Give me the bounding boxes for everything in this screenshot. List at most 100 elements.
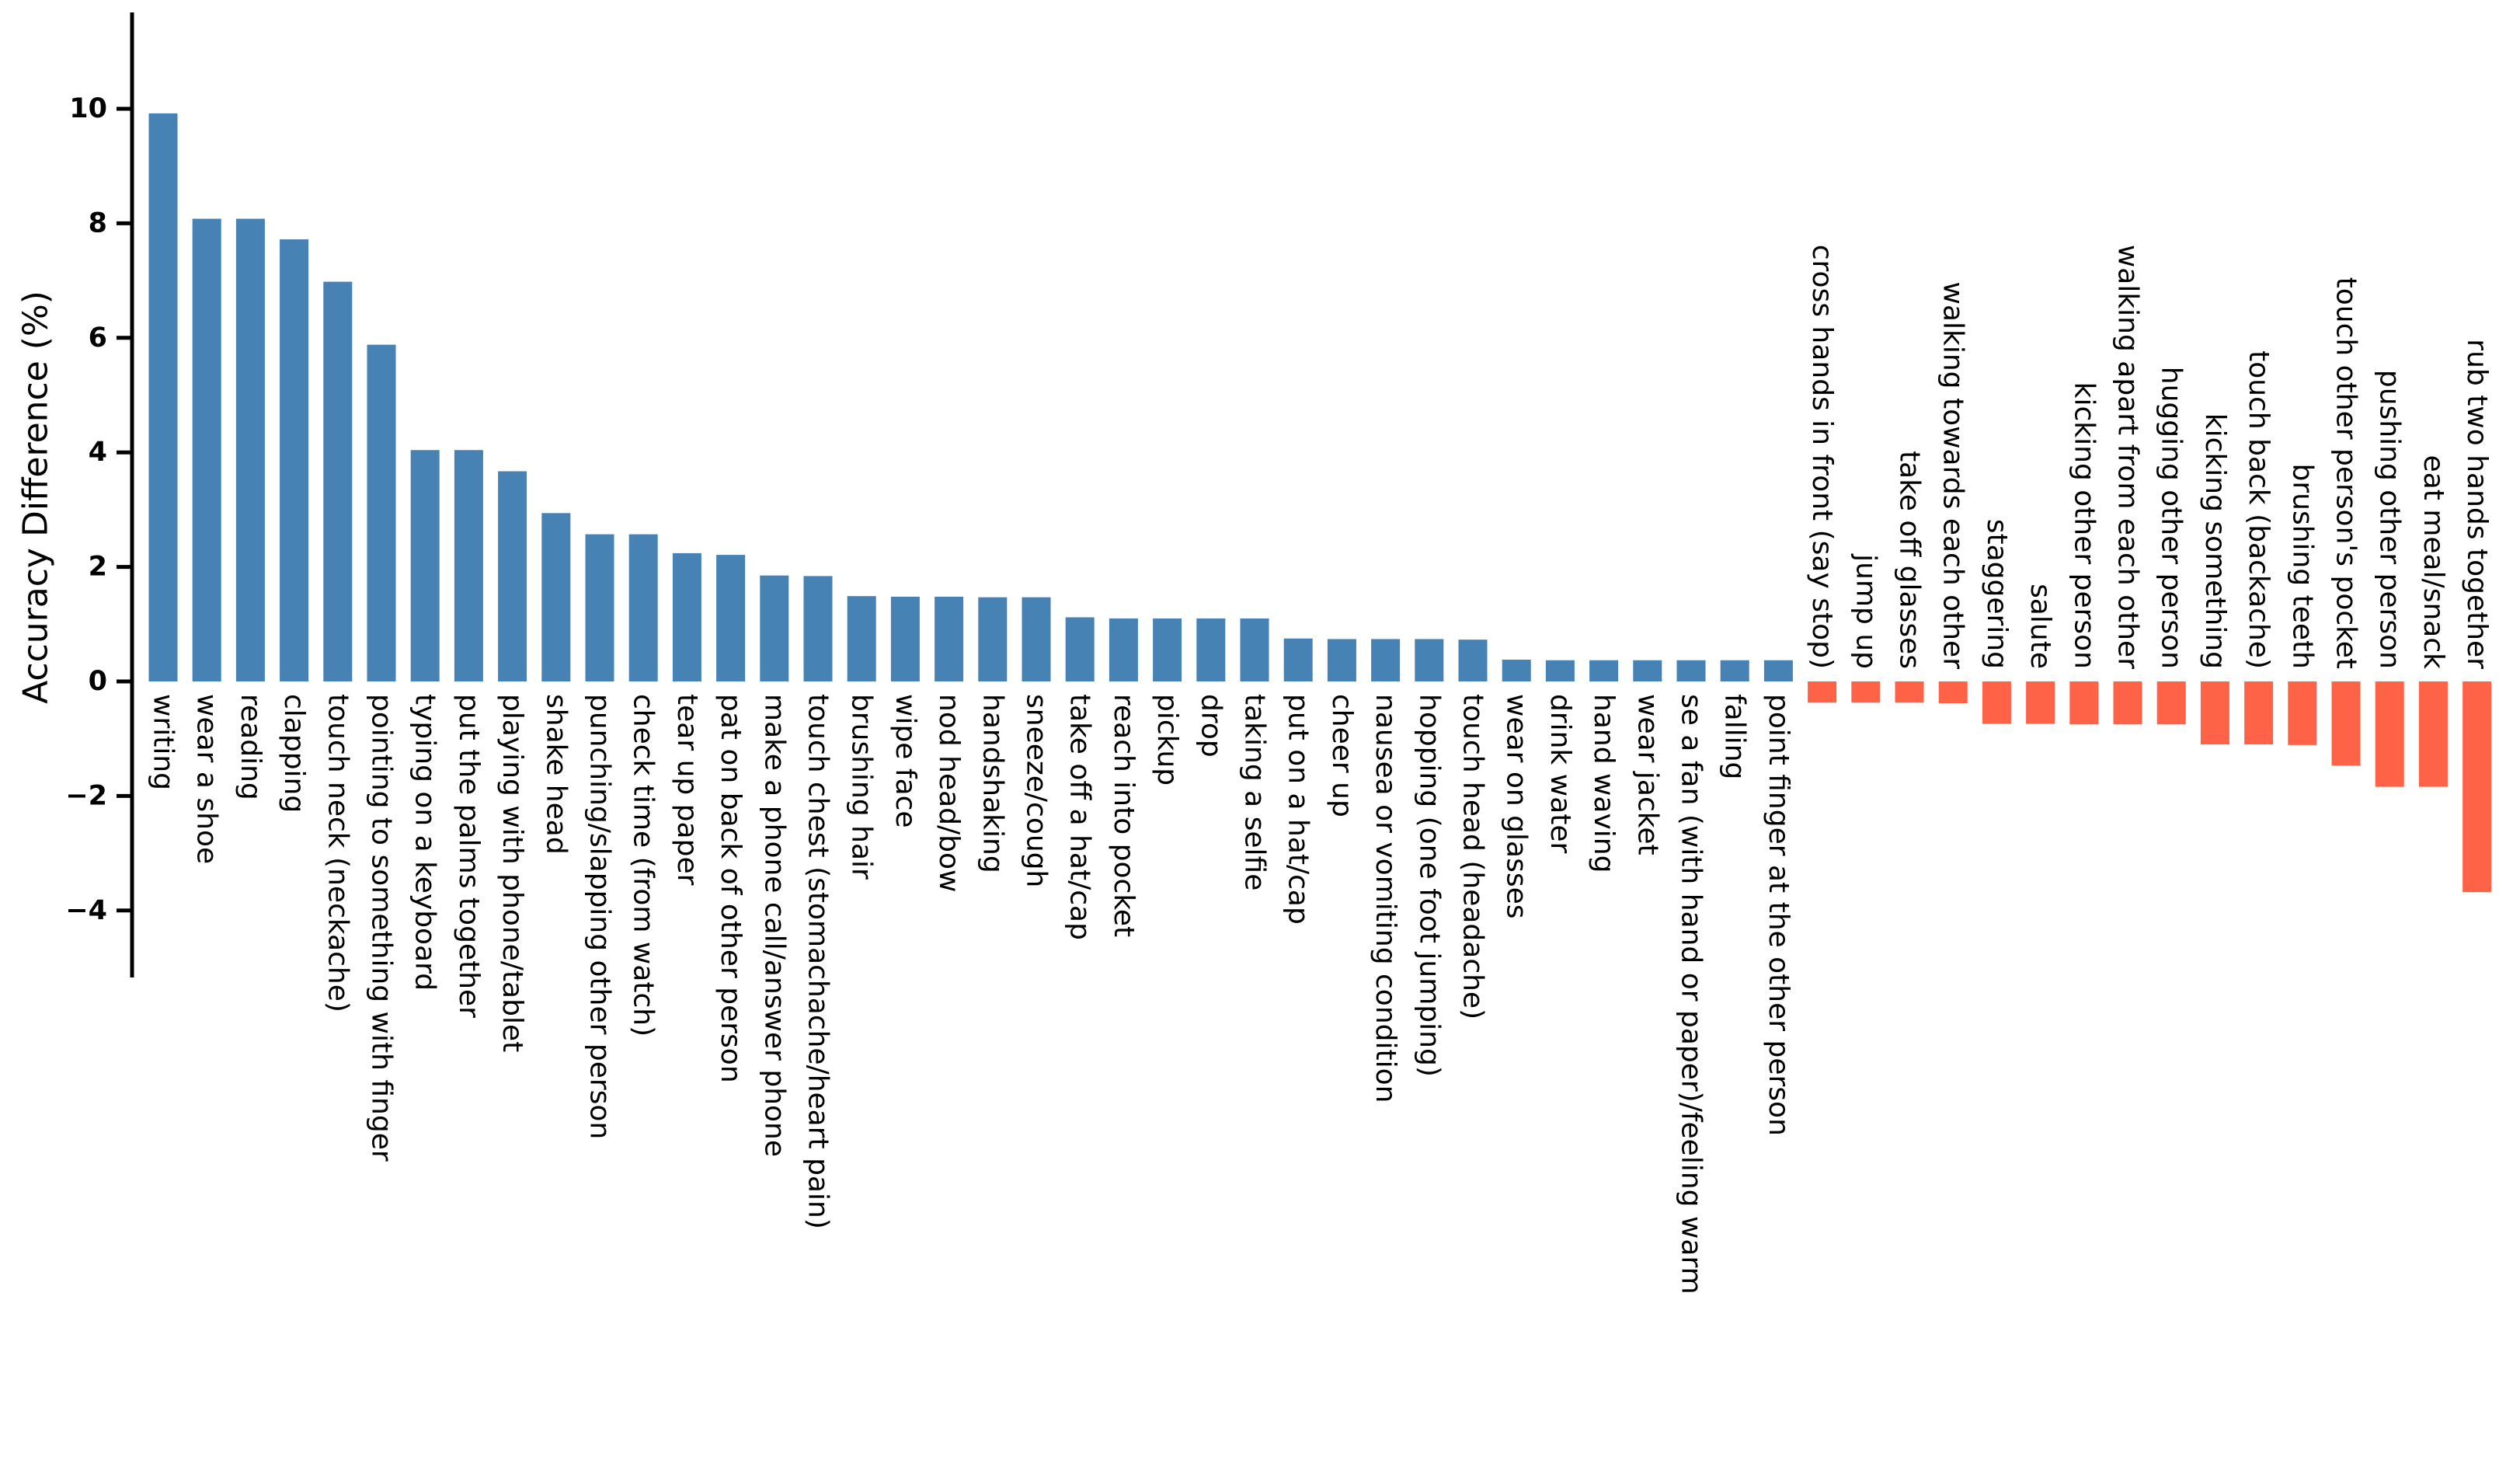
category-label: jump up [1850,553,1881,669]
bar-positive [1109,618,1138,681]
category-label: falling [1719,694,1751,779]
category-label: se a fan (with hand or paper)/feeling wa… [1676,694,1707,1295]
category-label: staggering [1981,519,2013,669]
bar-positive [1458,639,1488,681]
category-label: writing [148,694,179,790]
category-label: put the palms together [453,694,485,1018]
category-label: wear jacket [1631,694,1663,855]
category-label: wipe face [889,694,921,828]
bar-positive [1371,639,1401,681]
category-label: brushing hair [846,694,878,880]
category-label: walking apart from each other [2112,245,2144,669]
category-label: take off glasses [1894,451,1926,669]
y-axis: 10 8 6 4 2 0 −2 −4 [65,12,134,977]
y-axis-tick-label: 10 [69,93,107,124]
category-label: rub two hands together [2461,339,2493,669]
bar-positive [935,596,964,681]
category-label: clapping [278,694,310,813]
category-labels-group: writing wear a shoe reading clapping touch n… [148,245,2494,1295]
bar-positive [672,552,701,681]
bar-positive [585,534,614,681]
bar-positive [1633,660,1662,681]
category-label: touch chest (stomachache/heart pain) [802,694,834,1229]
bar-negative [1851,681,1881,703]
bar-positive [148,113,178,681]
bar-positive [1502,659,1531,681]
bar-positive [1153,618,1182,681]
y-axis-tick-label: −2 [65,780,107,811]
category-label: put on a hat/cap [1283,694,1314,925]
category-label: eat meal/snack [2417,455,2449,670]
bar-positive [1763,660,1793,681]
category-label: salute [2024,584,2056,669]
category-label: pushing other person [2374,370,2406,669]
bar-positive [280,239,309,681]
category-label: tear up paper [671,694,703,886]
category-label: point finger at the other person [1763,694,1794,1136]
bar-positive [1022,597,1051,681]
bar-positive [410,450,440,681]
category-label: walking towards each other [1937,282,1969,670]
category-label: touch back (backache) [2243,350,2275,669]
bar-positive [235,218,265,681]
bar-negative [2113,681,2142,725]
category-label: shake head [540,694,572,855]
y-axis-tick-label: −4 [65,895,107,926]
y-axis-tick-label: 2 [89,552,107,583]
bar-negative [1938,681,1968,704]
bar-negative [1982,681,2011,724]
bar-positive [1545,660,1575,681]
category-label: touch head (headache) [1457,694,1489,1019]
bar-positive [760,575,789,681]
y-axis-tick-label: 6 [89,322,107,354]
bars-group [148,113,2492,893]
bar-negative [2418,681,2448,787]
category-label: touch neck (neckache) [322,694,353,1012]
bar-positive [1065,617,1095,681]
category-label: handshaking [976,694,1008,873]
bar-positive [192,218,221,681]
bar-positive [1327,639,1356,681]
category-label: reading [235,694,266,800]
bar-positive [498,471,527,681]
bar-positive [323,281,353,682]
category-label: kicking something [2199,413,2231,669]
bar-positive [1589,660,1619,681]
category-label: pat on back of other person [715,694,747,1083]
bar-positive [367,344,396,681]
bar-positive [1196,618,1226,681]
bar-negative [2156,681,2186,725]
category-label: punching/slapping other person [584,694,616,1139]
bar-negative [1808,681,1837,703]
category-label: touch other person's pocket [2330,277,2362,669]
bar-negative [2200,681,2229,745]
category-label: hand waving [1588,694,1620,873]
bar-positive [454,450,483,681]
y-axis-tick-label: 4 [89,437,107,468]
bar-positive [541,513,571,681]
bar-positive [628,534,658,681]
category-label: pickup [1151,694,1183,786]
category-label: drink water [1544,694,1576,854]
y-axis-label-group: Accuracy Difference (%) [16,291,56,704]
bar-negative [2463,681,2492,893]
bar-negative [2375,681,2404,787]
category-label: pointing to something with finger [366,694,398,1162]
bar-positive [1720,660,1749,681]
bar-negative [2288,681,2317,745]
category-label: cheer up [1326,694,1358,817]
bar-negative [2026,681,2055,724]
bar-positive [890,596,920,681]
category-label: sneeze/cough [1021,694,1053,887]
bar-negative [1895,681,1924,703]
category-label: typing on a keyboard [409,694,441,991]
category-label: kicking other person [2068,382,2100,669]
category-label: take off a hat/cap [1064,694,1096,940]
category-label: brushing teeth [2286,464,2318,670]
bar-positive [803,576,833,681]
bar-positive [847,596,876,681]
category-label: hopping (one foot jumping) [1413,694,1445,1077]
category-label: playing with phone/tablet [496,694,528,1052]
y-axis-tick-label: 8 [89,207,107,239]
